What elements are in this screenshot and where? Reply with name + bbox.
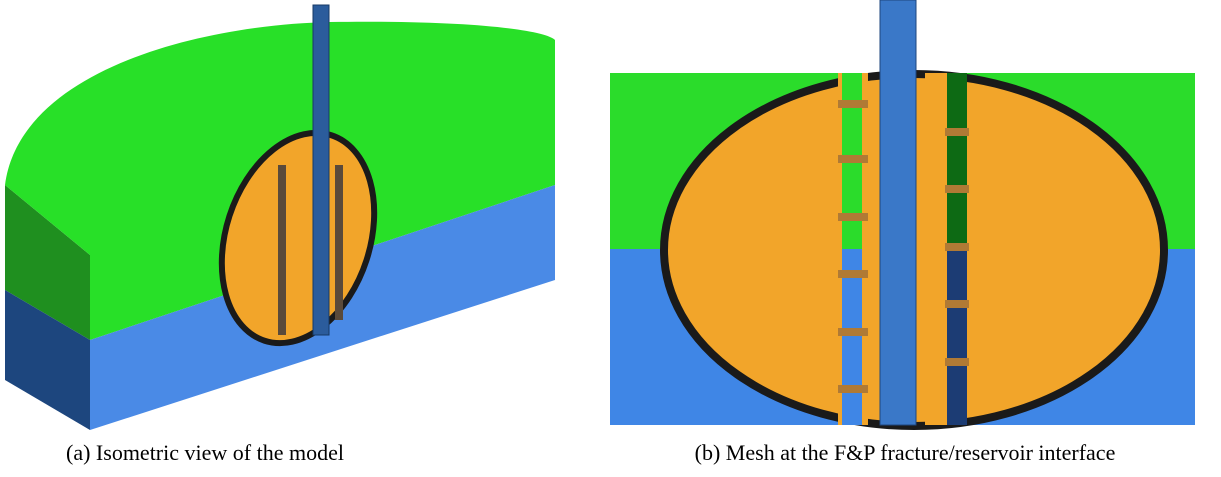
wellbore bbox=[880, 0, 916, 425]
figure-images bbox=[0, 0, 1221, 432]
right-slot-upper bbox=[947, 73, 967, 249]
wellbore bbox=[313, 5, 329, 335]
isometric-view bbox=[5, 5, 555, 430]
right-slot-lower bbox=[947, 249, 967, 425]
caption-b: (b) Mesh at the F&P fracture/reservoir i… bbox=[695, 440, 1116, 466]
page: (a) Isometric view of the model (b) Mesh… bbox=[0, 0, 1221, 477]
interface-view bbox=[610, 0, 1195, 426]
caption-a: (a) Isometric view of the model bbox=[66, 440, 344, 466]
